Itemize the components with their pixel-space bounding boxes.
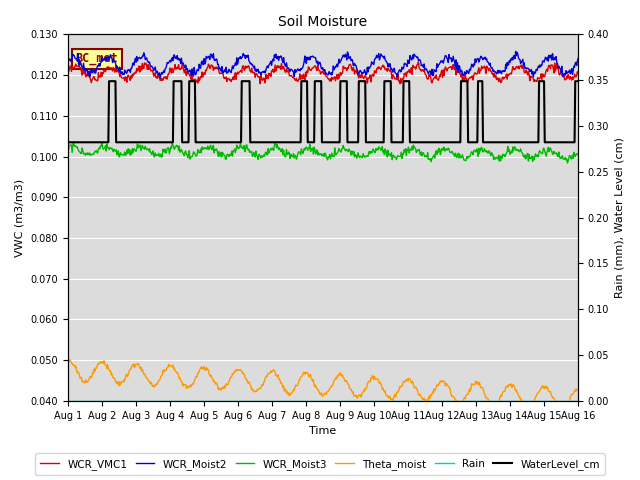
Title: Soil Moisture: Soil Moisture	[278, 15, 367, 29]
Legend: WCR_VMC1, WCR_Moist2, WCR_Moist3, Theta_moist, Rain, WaterLevel_cm: WCR_VMC1, WCR_Moist2, WCR_Moist3, Theta_…	[35, 454, 605, 475]
Theta_moist	[74, 369, 82, 375]
WaterLevel_cm	[574, 78, 582, 84]
WCR_Moist3	[205, 146, 213, 152]
Line: WCR_Moist3: WCR_Moist3	[68, 142, 578, 163]
Theta_moist	[179, 380, 186, 385]
WCR_Moist2	[156, 75, 164, 81]
Rain	[400, 398, 408, 404]
WCR_VMC1	[177, 66, 185, 72]
X-axis label: Time: Time	[309, 426, 337, 436]
WCR_Moist2	[64, 59, 72, 65]
WCR_VMC1	[64, 67, 72, 72]
WaterLevel_cm	[179, 139, 186, 145]
Text: BC_met: BC_met	[76, 52, 118, 65]
WCR_VMC1	[574, 71, 582, 77]
WaterLevel_cm	[64, 139, 72, 145]
Theta_moist	[401, 379, 408, 384]
Theta_moist	[385, 394, 393, 399]
Rain	[574, 398, 582, 404]
WCR_Moist3	[574, 152, 582, 157]
Rain	[74, 398, 81, 404]
WCR_Moist3	[74, 144, 81, 150]
WCR_Moist2	[74, 58, 81, 63]
WCR_VMC1	[401, 71, 408, 76]
WCR_VMC1	[205, 61, 212, 67]
WCR_Moist2	[401, 61, 408, 67]
WaterLevel_cm	[401, 78, 408, 84]
Line: WCR_VMC1: WCR_VMC1	[68, 62, 578, 84]
WCR_VMC1	[415, 59, 422, 65]
WCR_Moist3	[401, 147, 408, 153]
Theta_moist	[205, 371, 213, 377]
WCR_Moist3	[168, 139, 176, 145]
WaterLevel_cm	[105, 78, 113, 84]
Line: WCR_Moist2: WCR_Moist2	[68, 51, 578, 78]
Y-axis label: VWC (m3/m3): VWC (m3/m3)	[15, 179, 25, 257]
WCR_Moist3	[179, 148, 186, 154]
WaterLevel_cm	[74, 139, 81, 145]
Line: Theta_moist: Theta_moist	[68, 360, 578, 409]
WCR_VMC1	[396, 81, 404, 87]
Rain	[64, 398, 72, 404]
Rain	[385, 398, 392, 404]
WCR_Moist2	[385, 64, 393, 70]
Line: WaterLevel_cm: WaterLevel_cm	[68, 81, 578, 142]
Theta_moist	[557, 406, 565, 412]
WCR_Moist3	[126, 147, 134, 153]
Y-axis label: Rain (mm), Water Level (cm): Rain (mm), Water Level (cm)	[615, 137, 625, 298]
WCR_VMC1	[126, 76, 134, 82]
Theta_moist	[127, 367, 134, 372]
Rain	[177, 398, 185, 404]
WCR_Moist2	[205, 54, 213, 60]
WCR_Moist3	[564, 160, 572, 166]
Theta_moist	[574, 386, 582, 392]
WaterLevel_cm	[385, 78, 393, 84]
WCR_Moist2	[574, 56, 582, 61]
WCR_Moist3	[64, 144, 72, 150]
WaterLevel_cm	[205, 139, 213, 145]
WCR_VMC1	[385, 67, 392, 72]
Theta_moist	[64, 359, 72, 364]
Theta_moist	[66, 357, 74, 362]
WCR_Moist2	[126, 67, 134, 73]
Rain	[126, 398, 134, 404]
WaterLevel_cm	[127, 139, 134, 145]
WCR_VMC1	[74, 64, 81, 70]
Rain	[205, 398, 212, 404]
WCR_Moist2	[512, 48, 520, 54]
WCR_Moist2	[179, 61, 186, 67]
WCR_Moist3	[385, 151, 393, 156]
